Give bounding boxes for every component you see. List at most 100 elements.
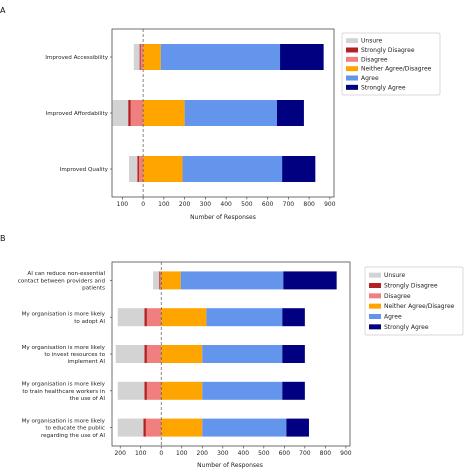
bars-a bbox=[112, 29, 324, 197]
bar-agree-b-3 bbox=[202, 381, 283, 400]
bar-disagree-b-4 bbox=[145, 418, 162, 437]
x-tick-label-a-0: 100 bbox=[117, 201, 129, 208]
category-labels-b: AI can reduce non-essential contact betwe… bbox=[18, 271, 112, 439]
bar-strongly-disagree-b-1 bbox=[144, 308, 147, 327]
category-label-b-1: My organisation is more likely to adopt A… bbox=[22, 312, 106, 325]
category-labels-a: Improved Accessibility Improved Affordabi… bbox=[45, 55, 112, 173]
bar-strongly-agree-b-2 bbox=[282, 345, 305, 363]
legend-label-agree-b: Agree bbox=[384, 314, 402, 321]
bar-neither-agree-disagree-a-2 bbox=[143, 156, 183, 182]
legend-frame-a bbox=[341, 32, 441, 96]
legend-swatch-disagree-a bbox=[346, 56, 358, 62]
x-tick-label-b-8: 600 bbox=[279, 450, 291, 457]
bar-agree-b-2 bbox=[202, 345, 283, 363]
bar-strongly-agree-a-0 bbox=[280, 44, 324, 70]
legend-label-unsure-b: Unsure bbox=[384, 272, 405, 279]
legend-label-agree-a: Agree bbox=[361, 75, 379, 82]
chart-panel-b: 200 100 0 100 200 300 400 500 600 700 800 900 AI ca… bbox=[18, 261, 352, 469]
legend-label-neither-agree-disagree-a: Neither Agree/Disagree bbox=[361, 66, 432, 73]
legend-label-disagree-b: Disagree bbox=[384, 293, 411, 300]
legend-swatch-strongly-agree-a bbox=[346, 84, 358, 90]
category-label-b-3: My organisation is more likely to train h… bbox=[22, 382, 106, 402]
x-tick-label-a-10: 900 bbox=[324, 201, 336, 208]
bar-unsure-b-0 bbox=[153, 271, 160, 290]
x-tick-label-a-6: 500 bbox=[241, 201, 253, 208]
bar-disagree-b-3 bbox=[146, 381, 162, 400]
x-tick-label-a-7: 600 bbox=[262, 201, 274, 208]
legend-swatch-unsure-b bbox=[369, 272, 381, 278]
x-tick-label-b-11: 900 bbox=[340, 450, 352, 457]
bar-strongly-agree-a-1 bbox=[276, 100, 304, 126]
legend-b: Unsure Strongly Disagree Disagree Neither A… bbox=[364, 266, 464, 336]
x-tick-label-b-0: 200 bbox=[114, 450, 126, 457]
bar-agree-b-1 bbox=[206, 308, 283, 327]
chart-panel-a: 100 0 100 200 300 400 500 600 700 800 900 Improved… bbox=[45, 28, 336, 221]
category-label-a-0: Improved Accessibility bbox=[45, 55, 108, 61]
legend-label-unsure-a: Unsure bbox=[361, 38, 382, 45]
bar-strongly-agree-b-0 bbox=[283, 271, 337, 290]
bar-agree-a-2 bbox=[182, 156, 283, 182]
panel-label-a: A bbox=[0, 6, 6, 15]
bar-strongly-disagree-a-0 bbox=[139, 44, 141, 70]
bar-strongly-agree-a-2 bbox=[282, 156, 316, 182]
x-tick-label-a-5: 400 bbox=[220, 201, 232, 208]
category-label-a-2: Improved Quality bbox=[60, 167, 109, 173]
x-tick-label-a-3: 200 bbox=[179, 201, 191, 208]
legend-swatch-neither-agree-disagree-a bbox=[346, 66, 358, 72]
legend-label-neither-agree-disagree-b: Neither Agree/Disagree bbox=[384, 303, 455, 310]
x-tick-label-b-5: 300 bbox=[217, 450, 229, 457]
x-tick-label-a-8: 700 bbox=[283, 201, 295, 208]
bar-strongly-agree-b-4 bbox=[286, 418, 309, 437]
bar-neither-agree-disagree-a-0 bbox=[143, 44, 161, 70]
legend-label-strongly-agree-a: Strongly Agree bbox=[361, 84, 406, 91]
category-label-a-1: Improved Affordability bbox=[46, 111, 109, 117]
x-tick-label-b-6: 400 bbox=[238, 450, 250, 457]
category-label-b-0: AI can reduce non-essential contact betwe… bbox=[18, 271, 106, 291]
x-tick-label-b-9: 700 bbox=[299, 450, 311, 457]
x-ticks-a: 100 0 100 200 300 400 500 600 700 800 900 bbox=[117, 197, 336, 208]
bar-strongly-agree-b-3 bbox=[282, 381, 305, 400]
bar-neither-agree-disagree-b-1 bbox=[161, 308, 207, 327]
bar-unsure-a-2 bbox=[129, 156, 138, 182]
category-label-b-2: My organisation is more likely to invest … bbox=[22, 345, 106, 365]
bar-strongly-disagree-b-2 bbox=[144, 345, 147, 363]
bar-agree-b-0 bbox=[180, 271, 284, 290]
bar-neither-agree-disagree-b-4 bbox=[161, 418, 203, 437]
legend-swatch-strongly-disagree-a bbox=[346, 47, 358, 53]
legend-swatch-disagree-b bbox=[369, 293, 381, 299]
legend-label-disagree-a: Disagree bbox=[361, 56, 388, 63]
x-tick-label-b-3: 100 bbox=[176, 450, 188, 457]
panel-label-b: B bbox=[0, 234, 6, 243]
legend-swatch-agree-a bbox=[346, 75, 358, 81]
legend-frame-b bbox=[364, 266, 464, 336]
legend-a: Unsure Strongly Disagree Disagree Neither A… bbox=[341, 32, 441, 96]
bar-unsure-a-0 bbox=[133, 44, 140, 70]
bar-unsure-a-1 bbox=[112, 100, 129, 126]
x-tick-label-b-7: 500 bbox=[258, 450, 270, 457]
bar-neither-agree-disagree-b-0 bbox=[161, 271, 181, 290]
bar-strongly-disagree-b-4 bbox=[143, 418, 146, 437]
bar-agree-a-0 bbox=[160, 44, 281, 70]
bar-disagree-a-1 bbox=[130, 100, 144, 126]
bar-neither-agree-disagree-a-1 bbox=[143, 100, 185, 126]
legend-label-strongly-agree-b: Strongly Agree bbox=[384, 324, 429, 331]
legend-swatch-strongly-disagree-b bbox=[369, 283, 381, 288]
x-axis-label-b: Number of Responses bbox=[197, 462, 263, 469]
bar-unsure-b-2 bbox=[115, 345, 145, 363]
bar-disagree-a-0 bbox=[140, 44, 144, 70]
x-tick-label-b-4: 200 bbox=[197, 450, 209, 457]
x-axis-label-a: Number of Responses bbox=[190, 214, 256, 221]
bar-strongly-disagree-b-3 bbox=[144, 381, 147, 400]
bar-agree-b-4 bbox=[202, 418, 287, 437]
x-tick-label-a-4: 300 bbox=[200, 201, 212, 208]
x-tick-label-a-9: 800 bbox=[303, 201, 315, 208]
bar-disagree-b-2 bbox=[146, 345, 162, 363]
bar-neither-agree-disagree-b-2 bbox=[161, 345, 203, 363]
legend-label-strongly-disagree-b: Strongly Disagree bbox=[384, 283, 438, 290]
bar-agree-a-1 bbox=[184, 100, 277, 126]
bar-strongly-disagree-a-2 bbox=[137, 156, 139, 182]
bar-disagree-b-1 bbox=[146, 308, 162, 327]
x-tick-label-a-1: 0 bbox=[141, 201, 145, 208]
legend-swatch-unsure-a bbox=[346, 38, 358, 44]
